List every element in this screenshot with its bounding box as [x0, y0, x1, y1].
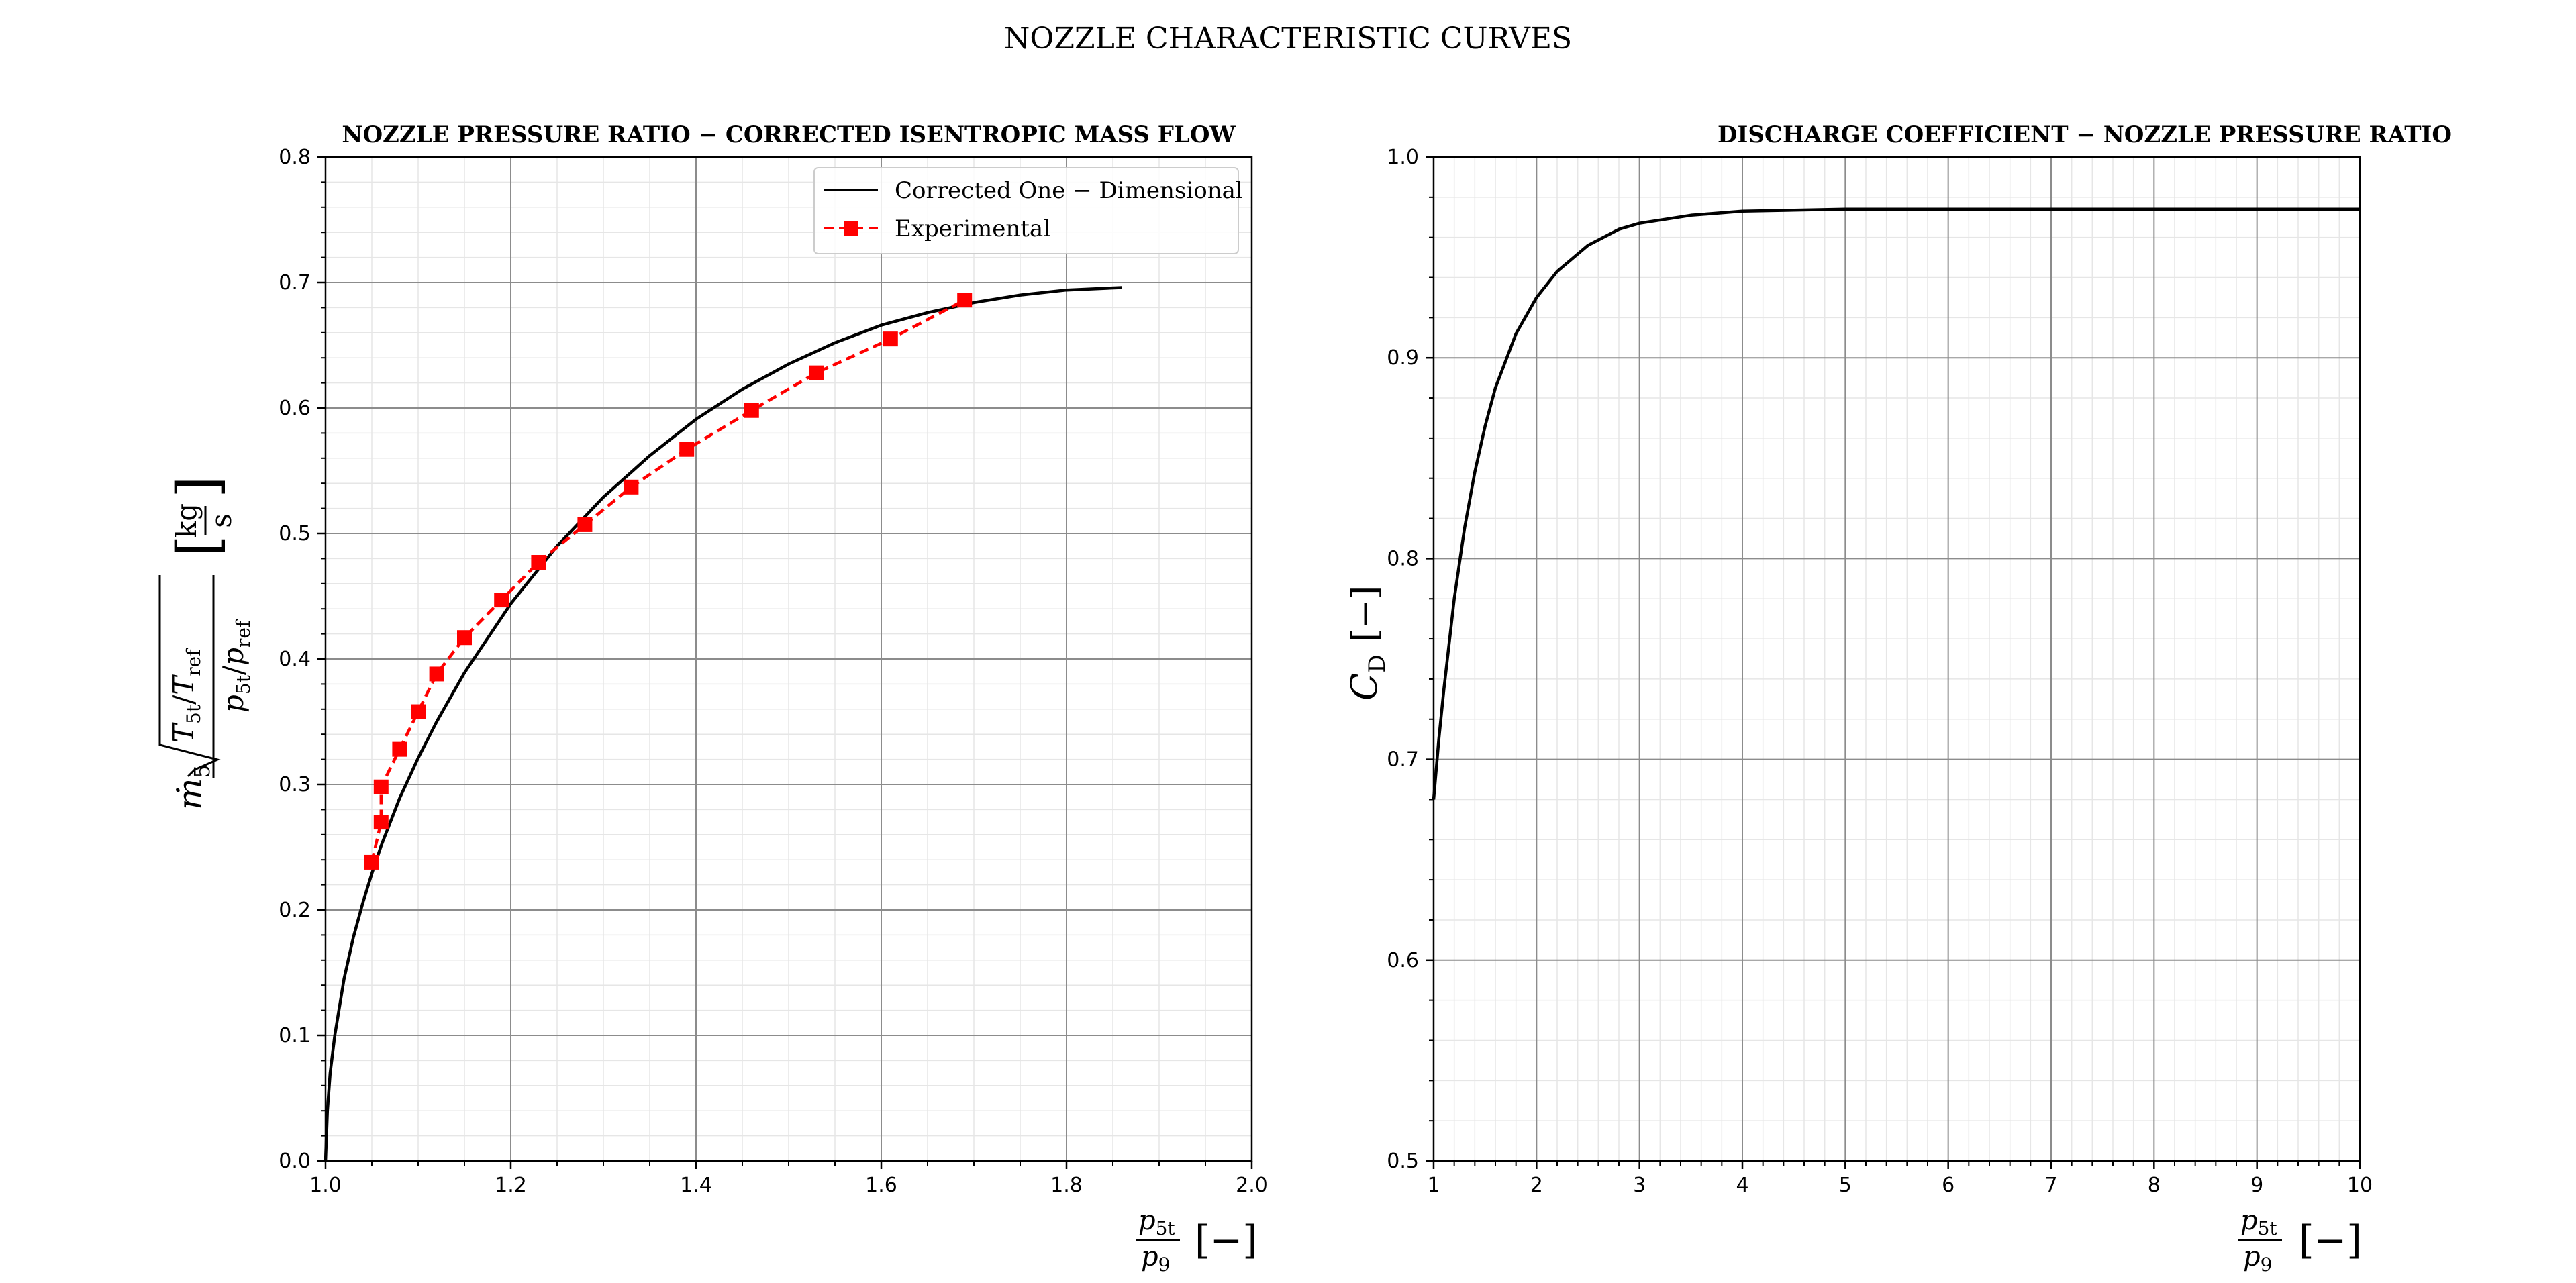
figure-title: NOZZLE CHARACTERISTIC CURVES	[1004, 21, 1572, 56]
discharge-grid	[1433, 156, 2361, 1162]
y-label-sqrt-sign	[158, 575, 221, 778]
y-tick-label: 0.3	[279, 773, 311, 797]
x-tick-label: 7	[2044, 1174, 2057, 1197]
experimental-point	[429, 666, 444, 682]
experimental-point	[624, 479, 639, 495]
y-label-sqrt-content: T5t/Tref	[167, 648, 205, 743]
y-tick-label: 0.8	[279, 146, 311, 169]
series-line-0	[1432, 207, 2360, 800]
experimental-point	[957, 293, 973, 308]
y-tick-label: 0.7	[279, 271, 311, 295]
y-label-unit-numerator: kg	[170, 503, 203, 538]
x-tick-label: 2	[1530, 1174, 1543, 1197]
mass-flow-legend: Corrected One − Dimensional Experimental	[813, 167, 1243, 254]
x-tick-label: 1.8	[1050, 1174, 1083, 1197]
series-line-1	[370, 299, 966, 863]
x-tick-label: 5	[1839, 1174, 1852, 1197]
x-label-unit: [−]	[1195, 1217, 1258, 1263]
x-tick-label: 10	[2347, 1174, 2373, 1197]
y-tick-label: 0.2	[279, 899, 311, 922]
experimental-point	[744, 403, 759, 418]
discharge-y-label: CD [−]	[1343, 586, 1391, 701]
y-tick-label: 0.8	[1387, 547, 1419, 570]
series-line-0	[324, 286, 1122, 1162]
mass-flow-grid	[325, 156, 1252, 1162]
y-tick-label: 0.0	[279, 1149, 311, 1173]
experimental-point	[392, 741, 407, 757]
x-tick-label: 3	[1633, 1174, 1646, 1197]
y-tick-label: 1.0	[1387, 146, 1419, 169]
experimental-point	[364, 854, 379, 870]
mass-flow-plot-frame	[324, 156, 1253, 1162]
x-label-unit: [−]	[2299, 1217, 2362, 1263]
discharge-coefficient-chart-title: DISCHARGE COEFFICIENT − NOZZLE PRESSURE …	[1718, 121, 2452, 148]
experimental-point	[494, 593, 509, 608]
x-tick-label: 4	[1736, 1174, 1748, 1197]
y-label-mdot: ṁ5	[170, 764, 215, 810]
y-label-denominator: p5t/pref	[217, 619, 254, 713]
x-tick-label: 6	[1942, 1174, 1954, 1197]
discharge-coefficient-chart: DISCHARGE COEFFICIENT − NOZZLE PRESSURE …	[1343, 121, 2452, 1276]
experimental-point	[457, 630, 472, 646]
experimental-point	[577, 517, 593, 532]
mass-flow-chart: NOZZLE PRESSURE RATIO − CORRECTED ISENTR…	[158, 121, 1268, 1276]
x-label-denominator: p9	[1141, 1241, 1170, 1276]
y-label-cd-unit: [−]	[1345, 586, 1385, 642]
experimental-point	[679, 442, 695, 457]
y-tick-label: 0.6	[1387, 949, 1419, 972]
mass-flow-chart-title: NOZZLE PRESSURE RATIO − CORRECTED ISENTR…	[342, 121, 1236, 148]
y-tick-label: 0.1	[279, 1024, 311, 1047]
experimental-point	[411, 704, 426, 719]
x-tick-label: 1.4	[680, 1174, 712, 1197]
x-tick-label: 2.0	[1236, 1174, 1268, 1197]
y-tick-label: 0.7	[1387, 748, 1419, 772]
x-tick-label: 9	[2250, 1174, 2263, 1197]
experimental-point	[373, 815, 389, 830]
legend-label-one-dimensional: Corrected One − Dimensional	[895, 177, 1243, 204]
experimental-point	[809, 365, 824, 380]
x-tick-label: 1	[1427, 1174, 1440, 1197]
mass-flow-ticks: 1.0 1.2 1.4 1.6 1.8 2.0 0.0 0.1 0.2 0.3 0.4 0.5 0.6 0…	[279, 146, 1268, 1197]
y-tick-label: 0.4	[279, 648, 311, 671]
experimental-point	[883, 331, 898, 347]
y-label-bracket-left: [	[165, 535, 231, 557]
legend-marker-experimental	[844, 221, 858, 236]
y-tick-label: 0.5	[279, 522, 311, 546]
mass-flow-series	[324, 286, 1122, 1162]
experimental-point	[373, 779, 389, 794]
y-tick-label: 0.9	[1387, 346, 1419, 370]
x-label-numerator: p5t	[1138, 1205, 1175, 1239]
y-label-bracket-right: ]	[165, 476, 231, 498]
mass-flow-x-label: p5t p9 [−]	[1136, 1205, 1258, 1276]
discharge-x-label: p5t p9 [−]	[2238, 1205, 2362, 1276]
discharge-series	[1432, 207, 2360, 800]
y-tick-label: 0.6	[279, 397, 311, 420]
legend-frame	[813, 167, 1239, 254]
y-tick-label: 0.5	[1387, 1149, 1419, 1173]
legend-label-experimental: Experimental	[895, 215, 1050, 242]
x-tick-label: 8	[2148, 1174, 2161, 1197]
x-label-denominator: p9	[2243, 1241, 2272, 1276]
x-tick-label: 1.6	[865, 1174, 897, 1197]
discharge-plot-frame	[1432, 156, 2361, 1162]
x-tick-label: 1.0	[309, 1174, 342, 1197]
x-tick-label: 1.2	[495, 1174, 527, 1197]
experimental-point	[531, 555, 546, 570]
x-label-numerator: p5t	[2240, 1205, 2277, 1239]
y-label-unit-denominator: s	[205, 513, 238, 528]
mass-flow-y-label: ṁ5 T5t/Tref p5t/pref [ kg s ]	[158, 476, 254, 810]
y-label-cd: CD	[1343, 654, 1391, 701]
